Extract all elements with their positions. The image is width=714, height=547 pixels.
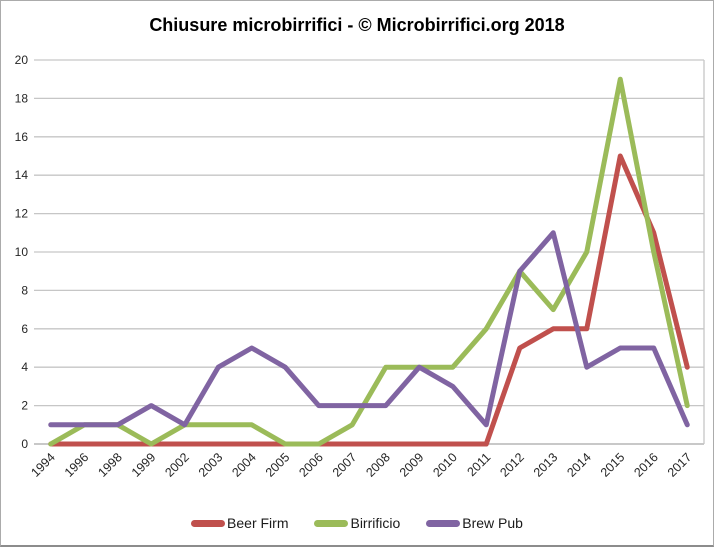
y-tick-label-6: 6 [21,322,28,336]
x-tick-label-1996: 1996 [62,450,92,480]
x-tick-label-1999: 1999 [129,450,159,480]
y-tick-label-10: 10 [15,245,29,259]
y-tick-label-14: 14 [15,168,29,182]
y-tick-label-2: 2 [21,399,28,413]
legend-item-beer-firm[interactable]: Beer Firm [191,515,288,531]
x-tick-label-2013: 2013 [531,450,561,480]
legend-label: Beer Firm [227,515,289,531]
x-tick-label-2010: 2010 [430,450,460,480]
y-tick-label-16: 16 [15,130,29,144]
legend-swatch [191,519,226,527]
x-tick-label-2002: 2002 [162,450,192,480]
legend-item-birrificio[interactable]: Birrificio [314,515,400,531]
x-tick-label-2006: 2006 [296,450,326,480]
y-tick-label-8: 8 [21,283,28,297]
x-tick-label-2009: 2009 [397,450,427,480]
x-tick-label-2014: 2014 [564,450,594,480]
x-tick-label-2005: 2005 [263,450,293,480]
x-tick-label-2017: 2017 [665,450,695,480]
legend-label: Brew Pub [462,515,523,531]
legend-label: Birrificio [350,515,401,531]
x-tick-label-2012: 2012 [497,450,527,480]
legend-swatch [426,519,461,527]
y-tick-label-20: 20 [15,53,29,67]
legend-swatch [314,519,349,527]
x-tick-label-2016: 2016 [631,450,661,480]
x-tick-label-2007: 2007 [330,450,360,480]
x-tick-label-2003: 2003 [196,450,226,480]
y-tick-label-4: 4 [21,360,28,374]
x-tick-label-2011: 2011 [464,450,493,479]
series-line-beer-firm[interactable] [48,153,690,447]
y-tick-label-0: 0 [21,437,28,451]
y-tick-label-18: 18 [15,91,29,105]
legend-item-brew-pub[interactable]: Brew Pub [426,515,523,531]
series-line-birrificio[interactable] [48,76,690,447]
x-tick-label-2015: 2015 [598,450,628,480]
x-tick-label-2004: 2004 [229,450,259,480]
x-tick-label-1994: 1994 [28,450,58,480]
x-tick-label-1998: 1998 [95,450,125,480]
chart-title: Chiusure microbirrifici - © Microbirrifi… [149,15,565,35]
legend: Beer Firm Birrificio Brew Pub [1,510,713,536]
y-tick-label-12: 12 [15,207,29,221]
x-tick-label-2008: 2008 [363,450,393,480]
series-line-brew-pub[interactable] [48,230,690,428]
